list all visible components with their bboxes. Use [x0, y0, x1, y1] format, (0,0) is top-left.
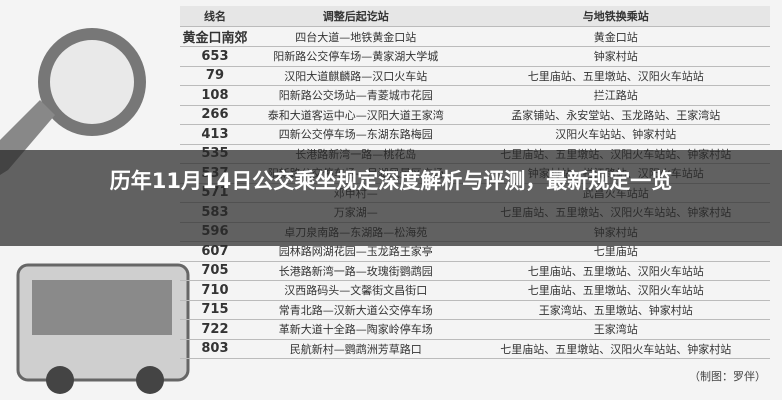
line-name: 黄金口南郊 — [180, 26, 250, 47]
transfer-stations: 黄金口站 — [461, 26, 770, 47]
transfer-stations: 汉阳火车站站、钟家村站 — [461, 124, 770, 145]
table-header: 线名 调整后起讫站 与地铁换乘站 — [180, 6, 770, 27]
title-overlay — [0, 150, 782, 246]
route: 园林路网湖花园—玉龙路王家亭 — [249, 241, 462, 262]
table-row: 722 革新大道十全路—陶家岭停车场 王家湾站 — [180, 319, 770, 340]
route: 阳新路公交停车场—黄家湖大学城 — [249, 46, 462, 67]
line-name: 705 — [180, 261, 250, 281]
route: 汉西路码头—文馨街文昌街口 — [249, 280, 462, 301]
transfer-stations: 七里庙站 — [461, 241, 770, 262]
table-row: 705 长港路新湾一路—玫瑰街鹦鹉园 七里庙站、五里墩站、汉阳火车站站 — [180, 261, 770, 281]
route: 民航新村—鹦鹉洲芳草路口 — [249, 339, 462, 359]
transfer-stations: 钟家村站 — [461, 46, 770, 67]
bus-wheel — [136, 366, 164, 394]
route: 四台大道—地铁黄金口站 — [249, 26, 462, 47]
table-row: 607 园林路网湖花园—玉龙路王家亭 七里庙站 — [180, 241, 770, 262]
line-name: 607 — [180, 241, 250, 262]
transfer-stations: 王家湾站 — [461, 319, 770, 340]
line-name: 803 — [180, 339, 250, 359]
route: 泰和大道客运中心—汉阳大道王家湾 — [249, 105, 462, 125]
line-name: 108 — [180, 85, 250, 106]
table-row: 803 民航新村—鹦鹉洲芳草路口 七里庙站、五里墩站、汉阳火车站站、钟家村站 — [180, 339, 770, 359]
article-title: 历年11月14日公交乘坐规定深度解析与评测，最新规定一览 — [109, 169, 673, 193]
line-name: 722 — [180, 319, 250, 340]
bus-wheel — [46, 366, 74, 394]
line-name: 266 — [180, 105, 250, 125]
bus-window — [32, 280, 172, 335]
table-row: 266 泰和大道客运中心—汉阳大道王家湾 孟家铺站、永安堂站、玉龙路站、王家湾站 — [180, 105, 770, 125]
transfer-stations: 七里庙站、五里墩站、汉阳火车站站 — [461, 280, 770, 301]
route: 常青北路—汉新大道公交停车场 — [249, 300, 462, 320]
route: 四新公交停车场—东湖东路梅园 — [249, 124, 462, 145]
table-row: 79 汉阳大道麒麟路—汉口火车站 七里庙站、五里墩站、汉阳火车站站 — [180, 66, 770, 86]
route: 长港路新湾一路—玫瑰街鹦鹉园 — [249, 261, 462, 281]
line-name: 653 — [180, 46, 250, 67]
transfer-stations: 七里庙站、五里墩站、汉阳火车站站 — [461, 261, 770, 281]
route: 汉阳大道麒麟路—汉口火车站 — [249, 66, 462, 86]
route: 革新大道十全路—陶家岭停车场 — [249, 319, 462, 340]
transfer-stations: 王家湾站、五里墩站、钟家村站 — [461, 300, 770, 320]
route: 阳新路公交场站—青菱城市花园 — [249, 85, 462, 106]
table-row: 108 阳新路公交场站—青菱城市花园 拦江路站 — [180, 85, 770, 106]
transfer-stations: 七里庙站、五里墩站、汉阳火车站站 — [461, 66, 770, 86]
transfer-stations: 七里庙站、五里墩站、汉阳火车站站、钟家村站 — [461, 339, 770, 359]
illustration — [0, 28, 190, 394]
line-name: 413 — [180, 124, 250, 145]
transfer-stations: 拦江路站 — [461, 85, 770, 106]
line-name: 715 — [180, 300, 250, 320]
column-header: 与地铁换乘站 — [461, 6, 770, 27]
credit: （制图：罗伴） — [689, 370, 766, 383]
table-row: 413 四新公交停车场—东湖东路梅园 汉阳火车站站、钟家村站 — [180, 124, 770, 145]
table-row: 黄金口南郊 四台大道—地铁黄金口站 黄金口站 — [180, 26, 770, 47]
transfer-stations: 孟家铺站、永安堂站、玉龙路站、王家湾站 — [461, 105, 770, 125]
line-name: 79 — [180, 66, 250, 86]
table-row: 710 汉西路码头—文馨街文昌街口 七里庙站、五里墩站、汉阳火车站站 — [180, 280, 770, 301]
table-row: 653 阳新路公交停车场—黄家湖大学城 钟家村站 — [180, 46, 770, 67]
table-row: 715 常青北路—汉新大道公交停车场 王家湾站、五里墩站、钟家村站 — [180, 300, 770, 320]
line-name: 710 — [180, 280, 250, 301]
column-header: 调整后起讫站 — [249, 6, 462, 27]
magnifier — [38, 28, 146, 136]
column-header: 线名 — [180, 6, 250, 27]
